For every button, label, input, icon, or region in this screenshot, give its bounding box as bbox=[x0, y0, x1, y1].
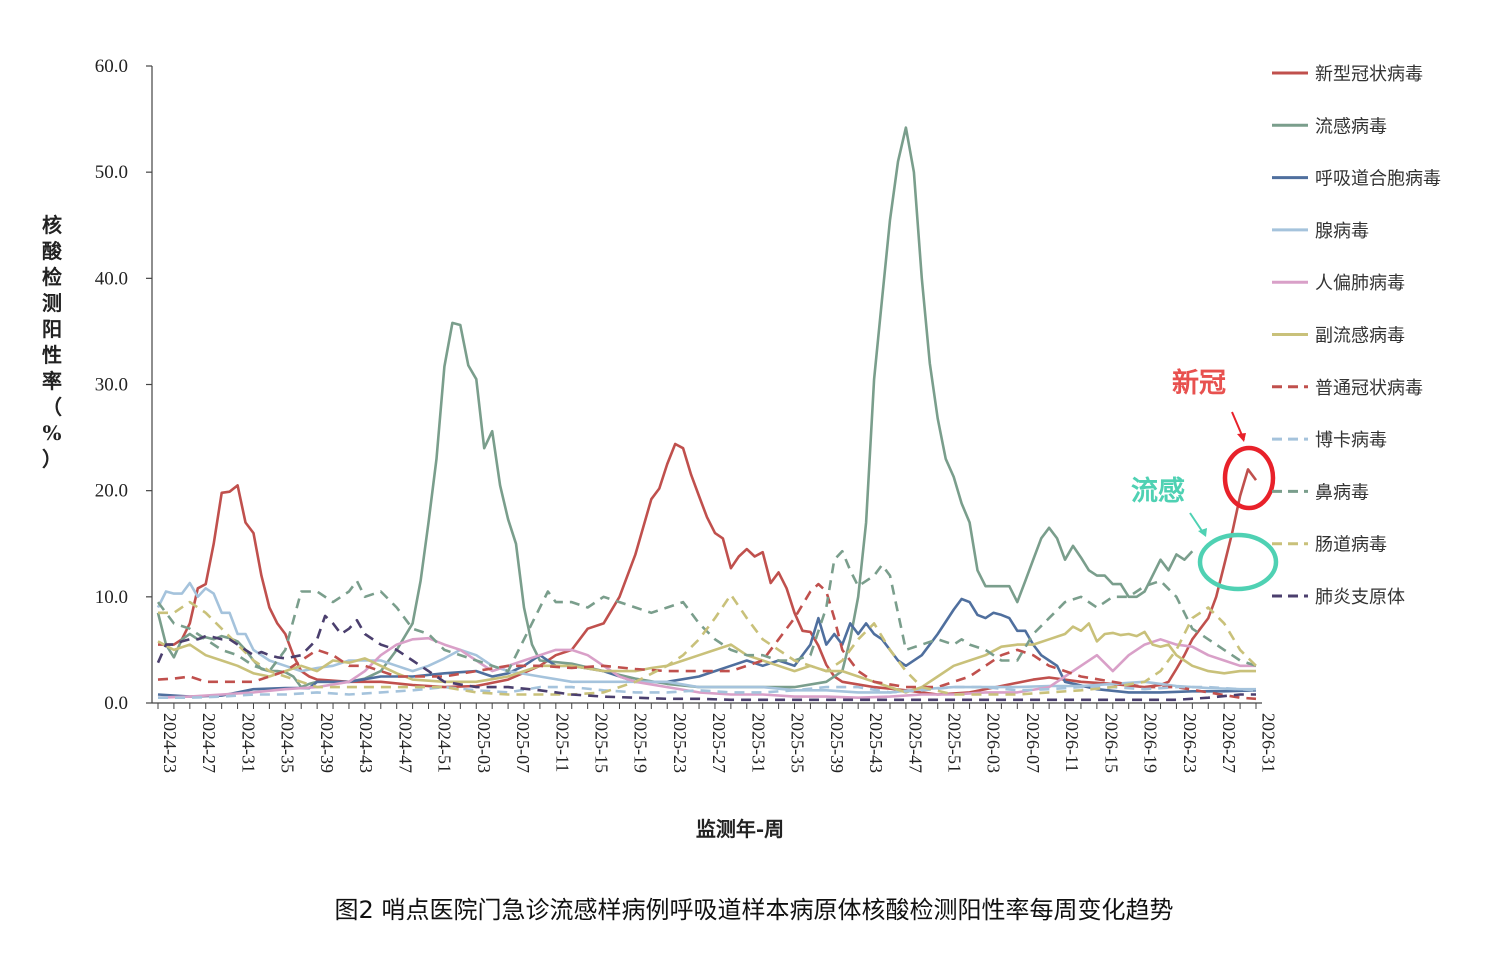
x-tick-label: 2025-15 bbox=[591, 713, 611, 773]
legend-label: 流感病毒 bbox=[1315, 116, 1387, 137]
series-line-9 bbox=[156, 549, 1257, 673]
x-tick-label: 2026-07 bbox=[1023, 713, 1043, 773]
x-tick-label: 2025-43 bbox=[866, 713, 886, 773]
x-tick-label: 2026-19 bbox=[1141, 713, 1161, 773]
x-tick-label: 2025-03 bbox=[474, 713, 494, 773]
x-tick-label: 2025-39 bbox=[827, 713, 847, 773]
series-layer bbox=[156, 126, 1258, 702]
x-tick-label: 2024-35 bbox=[278, 713, 298, 773]
x-tick-label: 2025-35 bbox=[788, 713, 808, 773]
legend-label: 博卡病毒 bbox=[1315, 430, 1387, 451]
x-tick-label: 2026-27 bbox=[1219, 713, 1239, 773]
x-tick-label: 2024-27 bbox=[199, 713, 219, 773]
legend-label: 肠道病毒 bbox=[1315, 535, 1387, 556]
arrowhead-flu bbox=[1198, 528, 1207, 537]
y-axis-title-char: 测 bbox=[42, 291, 62, 315]
y-tick-label: 60.0 bbox=[95, 56, 128, 77]
series-line-5 bbox=[157, 636, 1256, 699]
x-tick-label: 2026-31 bbox=[1258, 713, 1278, 773]
x-tick-label: 2025-27 bbox=[709, 713, 729, 773]
y-axis-title-char: ） bbox=[42, 447, 62, 471]
series-line-1 bbox=[158, 442, 1258, 696]
arrowhead-covid bbox=[1237, 433, 1246, 442]
x-tick-label: 2026-03 bbox=[984, 713, 1004, 773]
x-tick-label: 2024-39 bbox=[317, 713, 337, 773]
x-tick-label: 2025-19 bbox=[631, 713, 651, 773]
x-tick-label: 2026-15 bbox=[1101, 713, 1121, 773]
legend-label: 腺病毒 bbox=[1315, 221, 1369, 242]
highlight-circle-covid bbox=[1222, 445, 1276, 511]
x-tick-label: 2025-07 bbox=[513, 713, 533, 773]
x-tick-label: 2025-11 bbox=[552, 713, 572, 772]
y-axis-title-char: （ bbox=[42, 395, 62, 419]
x-tick-label: 2025-31 bbox=[748, 713, 768, 773]
legend-label: 副流感病毒 bbox=[1315, 326, 1405, 347]
x-tick-label: 2025-47 bbox=[905, 713, 925, 773]
x-tick-label: 2024-51 bbox=[435, 713, 455, 773]
legend-label: 新型冠状病毒 bbox=[1315, 64, 1423, 85]
legend-label: 普通冠状病毒 bbox=[1315, 378, 1423, 399]
series-line-4 bbox=[156, 581, 1256, 694]
x-tick-label: 2024-23 bbox=[160, 713, 180, 773]
y-axis-title-char: 阳 bbox=[42, 317, 62, 341]
y-axis-title-char: 核 bbox=[42, 213, 62, 237]
series-line-10 bbox=[158, 593, 1257, 696]
line-chart: 0.0 10.0 20.0 30.0 40.0 50.0 60.0 2024-23 2024-2… bbox=[42, 56, 1441, 841]
series-line-2 bbox=[156, 126, 1194, 689]
y-tick-label: 10.0 bbox=[95, 587, 128, 608]
x-tick-label: 2024-31 bbox=[238, 713, 258, 773]
x-tick-label: 2024-47 bbox=[395, 713, 415, 773]
series-line-7 bbox=[157, 582, 1257, 701]
legend-label: 肺炎支原体 bbox=[1315, 587, 1405, 608]
y-axis-title: 核酸检测阳性率（%） bbox=[42, 213, 63, 471]
y-axis-title-char: 率 bbox=[42, 369, 62, 393]
y-axis-title-char: 酸 bbox=[42, 239, 63, 263]
y-tick-label: 30.0 bbox=[95, 375, 128, 396]
legend-label: 呼吸道合胞病毒 bbox=[1315, 169, 1441, 190]
y-axis-title-char: 检 bbox=[42, 265, 62, 289]
y-tick-label: 40.0 bbox=[95, 268, 128, 289]
x-tick-label: 2026-23 bbox=[1180, 713, 1200, 773]
series-line-3 bbox=[157, 597, 1257, 698]
y-tick-label: 50.0 bbox=[95, 162, 128, 183]
figure-caption: 图2 哨点医院门急诊流感样病例呼吸道样本病原体核酸检测阳性率每周变化趋势 bbox=[334, 896, 1174, 924]
annotation-flu: 流感 bbox=[1131, 475, 1185, 507]
legend-label: 人偏肺病毒 bbox=[1315, 273, 1405, 294]
x-tick-label: 2026-11 bbox=[1062, 713, 1082, 772]
x-tick-label: 2024-43 bbox=[356, 713, 376, 773]
highlight-circle-flu bbox=[1197, 532, 1279, 592]
x-tick-label: 2025-23 bbox=[670, 713, 690, 773]
axes: 0.0 10.0 20.0 30.0 40.0 50.0 60.0 2024-23 2024-2… bbox=[95, 56, 1279, 773]
y-axis-title-char: 性 bbox=[42, 343, 62, 367]
x-axis-title: 监测年-周 bbox=[696, 817, 784, 841]
y-axis-title-char: % bbox=[42, 421, 61, 445]
series-line-11 bbox=[156, 614, 1256, 702]
annotation-covid: 新冠 bbox=[1172, 367, 1226, 399]
y-tick-label: 0.0 bbox=[104, 693, 128, 714]
legend: 新型冠状病毒流感病毒呼吸道合胞病毒腺病毒人偏肺病毒副流感病毒普通冠状病毒博卡病毒… bbox=[1272, 64, 1441, 608]
x-tick-label: 2025-51 bbox=[945, 713, 965, 773]
y-tick-label: 20.0 bbox=[95, 481, 128, 502]
legend-label: 鼻病毒 bbox=[1315, 482, 1369, 503]
